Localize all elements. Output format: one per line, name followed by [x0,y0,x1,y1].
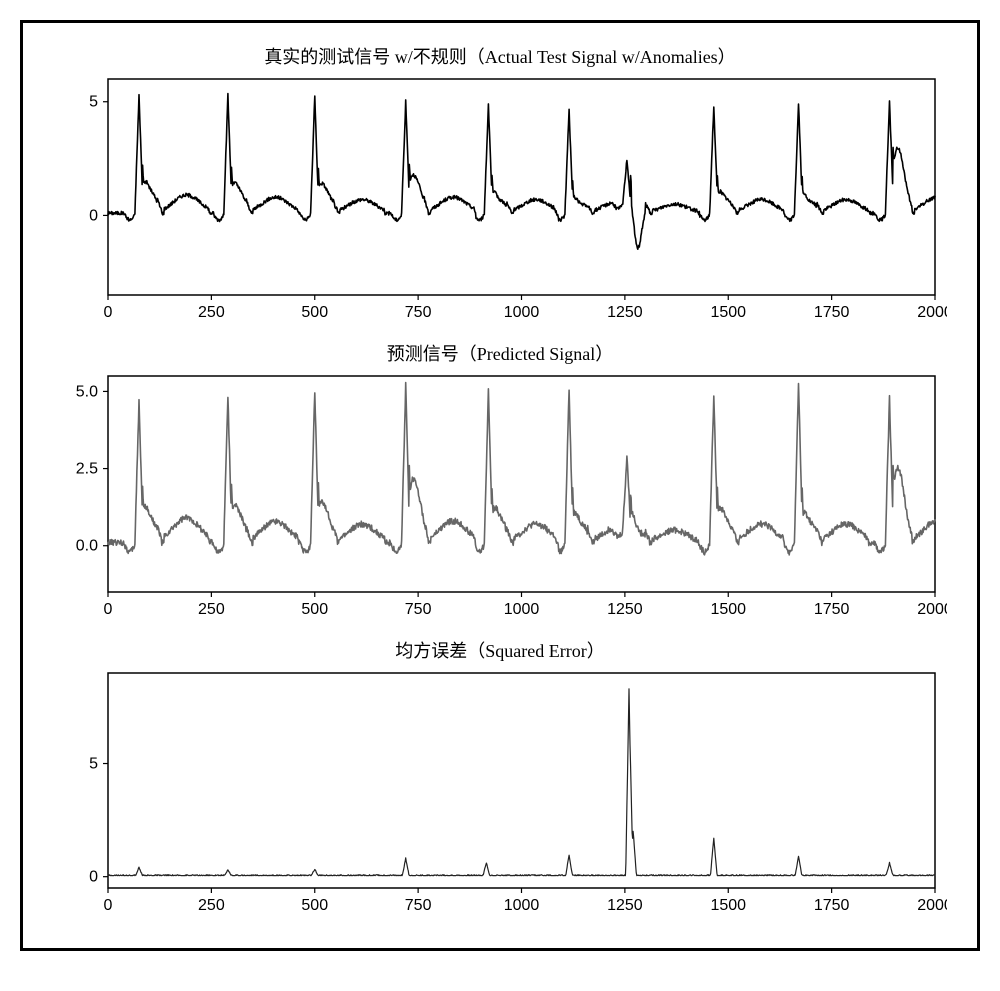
chart3-block: 均方误差（Squared Error） 0 250 500 750 1000 1250 15… [53,637,947,918]
chart2-block: 预测信号（Predicted Signal） 0 250 500 750 1000 125… [53,340,947,622]
svg-text:1500: 1500 [710,897,746,914]
svg-text:1750: 1750 [814,601,850,618]
chart2-canvas-wrap: 0 250 500 750 1000 1250 1500 1750 2000 0.0 2.5 5.0 [53,370,947,622]
svg-text:1000: 1000 [504,601,540,618]
svg-text:250: 250 [198,897,225,914]
chart2-title: 预测信号（Predicted Signal） [53,340,947,366]
svg-text:500: 500 [301,304,328,321]
svg-text:0: 0 [89,869,98,886]
chart1-svg: 0 250 500 750 1000 1250 1500 1750 2000 0 5 [53,73,947,325]
svg-text:5.0: 5.0 [76,383,98,400]
svg-text:1250: 1250 [607,304,643,321]
chart3-svg: 0 250 500 750 1000 1250 1500 1750 2000 0 5 [53,667,947,918]
svg-text:2000: 2000 [917,601,947,618]
svg-text:1000: 1000 [504,304,540,321]
svg-text:1250: 1250 [607,601,643,618]
svg-text:5: 5 [89,94,98,111]
svg-text:750: 750 [405,897,432,914]
chart1-block: 真实的测试信号 w/不规则（Actual Test Signal w/Anoma… [53,43,947,325]
svg-text:500: 500 [301,601,328,618]
svg-text:1750: 1750 [814,897,850,914]
svg-text:0.0: 0.0 [76,538,98,555]
chart1-canvas-wrap: 0 250 500 750 1000 1250 1500 1750 2000 0 5 [53,73,947,325]
svg-text:0: 0 [89,207,98,224]
svg-text:250: 250 [198,304,225,321]
svg-text:500: 500 [301,897,328,914]
svg-text:2.5: 2.5 [76,461,98,478]
svg-text:0: 0 [104,897,113,914]
svg-text:250: 250 [198,601,225,618]
figure-frame: 真实的测试信号 w/不规则（Actual Test Signal w/Anoma… [20,20,980,951]
svg-text:5: 5 [89,756,98,773]
svg-text:1000: 1000 [504,897,540,914]
svg-text:2000: 2000 [917,304,947,321]
svg-text:1500: 1500 [710,304,746,321]
chart1-title: 真实的测试信号 w/不规则（Actual Test Signal w/Anoma… [53,43,947,69]
svg-text:1500: 1500 [710,601,746,618]
svg-text:0: 0 [104,304,113,321]
chart3-title: 均方误差（Squared Error） [53,637,947,663]
chart3-canvas-wrap: 0 250 500 750 1000 1250 1500 1750 2000 0 5 [53,667,947,918]
svg-text:2000: 2000 [917,897,947,914]
svg-text:1750: 1750 [814,304,850,321]
chart2-svg: 0 250 500 750 1000 1250 1500 1750 2000 0.0 2.5 5.0 [53,370,947,622]
svg-text:1250: 1250 [607,897,643,914]
svg-text:750: 750 [405,304,432,321]
svg-text:750: 750 [405,601,432,618]
svg-text:0: 0 [104,601,113,618]
